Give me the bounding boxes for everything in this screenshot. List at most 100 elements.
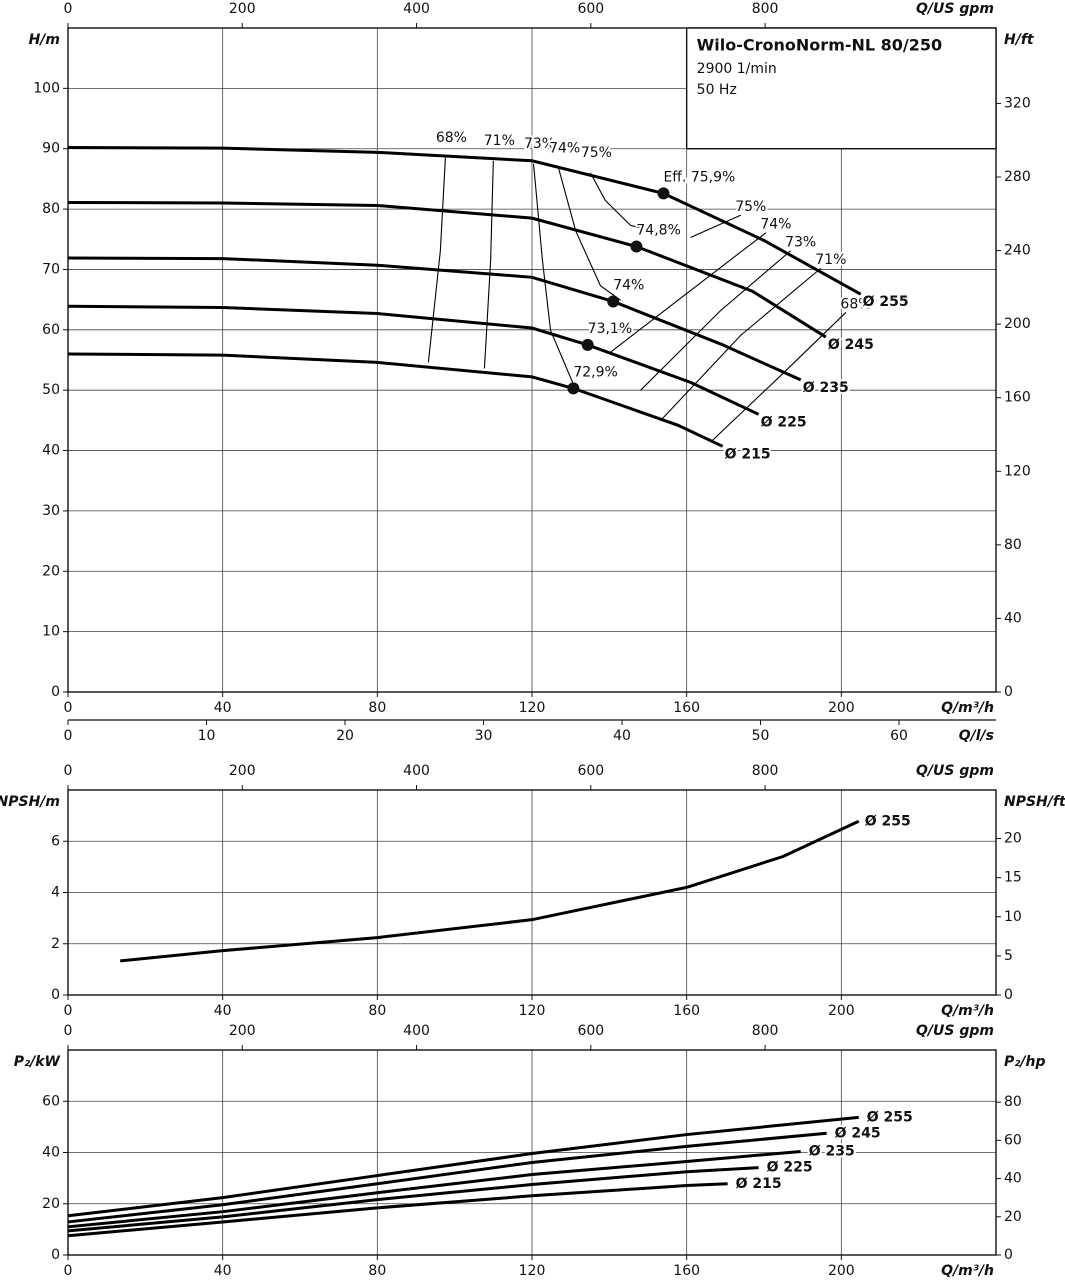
y2-tick-label: 20 xyxy=(1004,831,1022,847)
x-tick-label: 160 xyxy=(673,1263,700,1279)
bep-label: 72,9% xyxy=(573,364,617,380)
efficiency-line xyxy=(427,157,446,363)
y2-tick-label: 240 xyxy=(1004,243,1031,259)
x-axis-label: Q/m³/h xyxy=(941,700,994,716)
curve-label: Ø 245 xyxy=(828,337,874,353)
x-axis-label: Q/m³/h xyxy=(941,1003,994,1019)
y-tick-label: 4 xyxy=(51,885,60,901)
x-tick-label: 200 xyxy=(828,1263,855,1279)
y-tick-label: 70 xyxy=(42,261,60,277)
x-axis-label: Q/m³/h xyxy=(941,1263,994,1279)
efficiency-line xyxy=(712,311,847,441)
efficiency-line xyxy=(532,163,574,383)
x2-tick-label: 0 xyxy=(64,763,73,779)
y2-tick-label: 160 xyxy=(1004,390,1031,406)
y-tick-label: 90 xyxy=(42,141,60,157)
y-tick-label: 2 xyxy=(51,936,60,952)
bep-point xyxy=(657,187,670,200)
x-tick-label: 120 xyxy=(519,1263,546,1279)
y-tick-label: 30 xyxy=(42,503,60,519)
efficiency-label: 75% xyxy=(735,199,766,215)
efficiency-line xyxy=(589,172,661,234)
y2-tick-label: 20 xyxy=(1004,1209,1022,1225)
y-tick-label: 20 xyxy=(42,1196,60,1212)
x-tick-label: 200 xyxy=(828,700,855,716)
curve xyxy=(67,256,802,382)
y2-tick-label: 15 xyxy=(1004,870,1022,886)
bep-point xyxy=(630,240,643,253)
y2-tick-label: 320 xyxy=(1004,95,1031,111)
curve xyxy=(67,304,760,416)
y2-tick-label: 40 xyxy=(1004,1171,1022,1187)
curve-label: Ø 235 xyxy=(809,1143,855,1159)
curve-label: Ø 255 xyxy=(863,294,909,310)
curve-label: Ø 255 xyxy=(865,813,911,829)
efficiency-line xyxy=(690,214,742,238)
efficiency-label: 68% xyxy=(840,296,871,312)
y2-tick-label: 80 xyxy=(1004,1094,1022,1110)
curve-label: Ø 215 xyxy=(736,1176,782,1192)
x2-tick-label: 200 xyxy=(229,1023,256,1039)
bep-label: 74,8% xyxy=(636,223,680,239)
efficiency-label: 74% xyxy=(549,141,580,157)
y-tick-label: 20 xyxy=(42,563,60,579)
x2-tick-label: 600 xyxy=(577,1023,604,1039)
bep-point xyxy=(607,295,620,308)
y-axis-label: NPSH/m xyxy=(0,794,60,810)
frequency: 50 Hz xyxy=(697,82,737,98)
efficiency-label: 71% xyxy=(484,133,515,149)
efficiency-label: 68% xyxy=(436,130,467,146)
curve xyxy=(120,819,860,963)
x3-tick-label: 20 xyxy=(336,728,354,744)
y-tick-label: 100 xyxy=(33,80,60,96)
x2-axis-label: Q/US gpm xyxy=(916,1,994,17)
bep-label: 74% xyxy=(613,277,644,293)
efficiency-line xyxy=(610,232,767,353)
bep-label: 73,1% xyxy=(588,321,632,337)
y-axis-label: H/m xyxy=(29,32,60,48)
x3-tick-label: 10 xyxy=(198,728,216,744)
efficiency-line xyxy=(660,267,822,421)
y2-tick-label: 5 xyxy=(1004,948,1013,964)
x2-tick-label: 400 xyxy=(403,1,430,17)
x-tick-label: 120 xyxy=(519,700,546,716)
curve-label: Ø 245 xyxy=(835,1125,881,1141)
curve-label: Ø 255 xyxy=(867,1109,913,1125)
y2-axis-label: H/ft xyxy=(1004,32,1035,48)
curve xyxy=(67,1166,759,1233)
x-tick-label: 80 xyxy=(368,1003,386,1019)
x2-axis-label: Q/US gpm xyxy=(916,763,994,779)
y2-axis-label: NPSH/ft xyxy=(1004,794,1065,810)
y2-tick-label: 10 xyxy=(1004,909,1022,925)
efficiency-label: 74% xyxy=(760,217,791,233)
y-tick-label: 0 xyxy=(51,684,60,700)
x2-tick-label: 200 xyxy=(229,1,256,17)
y-tick-label: 60 xyxy=(42,322,60,338)
y2-tick-label: 0 xyxy=(1004,987,1013,1003)
x3-tick-label: 50 xyxy=(752,728,770,744)
efficiency-line xyxy=(558,168,621,301)
x-tick-label: 0 xyxy=(64,1263,73,1279)
x-tick-label: 0 xyxy=(64,1003,73,1019)
efficiency-label: 71% xyxy=(815,252,846,268)
y2-tick-label: 120 xyxy=(1004,463,1031,479)
x2-axis-label: Q/US gpm xyxy=(916,1023,994,1039)
y-axis-label: P₂/kW xyxy=(14,1054,61,1070)
x-tick-label: 120 xyxy=(519,1003,546,1019)
x2-tick-label: 200 xyxy=(229,763,256,779)
x2-tick-label: 800 xyxy=(752,1,779,17)
curve xyxy=(67,352,724,448)
y-tick-label: 40 xyxy=(42,443,60,459)
speed: 2900 1/min xyxy=(697,61,777,77)
x3-tick-label: 60 xyxy=(890,728,908,744)
curve-label: Ø 225 xyxy=(761,414,807,430)
efficiency-line xyxy=(483,160,494,369)
efficiency-label: 75% xyxy=(581,145,612,161)
y-tick-label: 10 xyxy=(42,624,60,640)
x-tick-label: 40 xyxy=(214,1263,232,1279)
x3-axis-label: Q/l/s xyxy=(959,728,994,744)
bep-point xyxy=(567,382,580,395)
curve xyxy=(67,200,827,339)
